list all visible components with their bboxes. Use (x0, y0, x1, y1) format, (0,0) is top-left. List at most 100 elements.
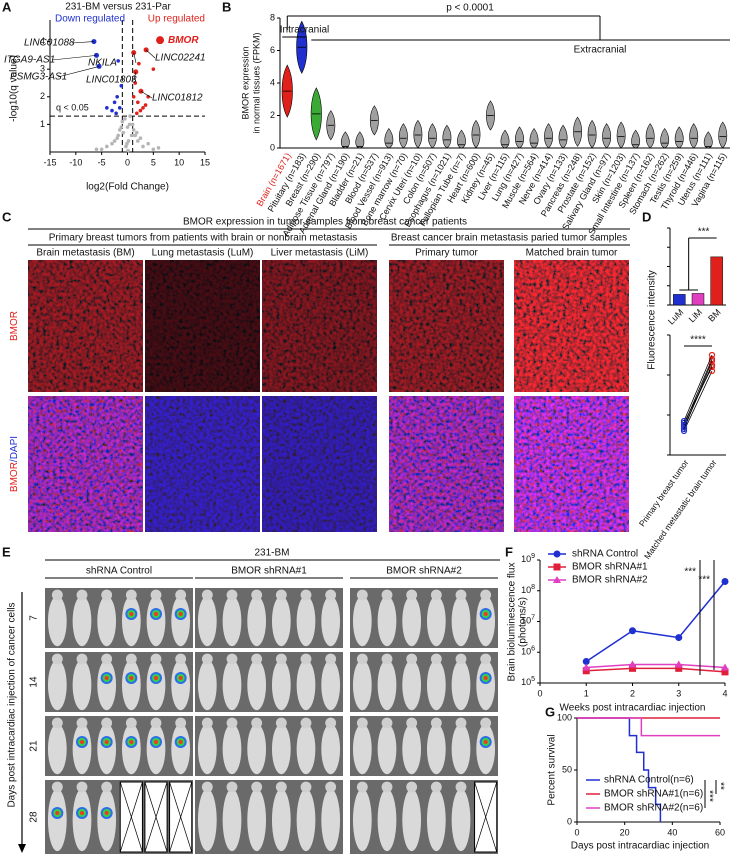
violin (616, 121, 626, 149)
mouse (476, 659, 496, 711)
mouse-head (406, 781, 418, 793)
point (138, 136, 143, 140)
mouse-head (325, 717, 337, 729)
pair-point (680, 425, 688, 433)
mouse-head (381, 589, 393, 601)
mouse-head (51, 653, 63, 665)
legend-marker (553, 563, 561, 571)
tick-exponent: 5 (531, 676, 535, 683)
y-tick-label: 1 (40, 119, 45, 129)
signal-core (80, 740, 84, 744)
mouse-head (325, 653, 337, 665)
y-tick-label: 108 (521, 584, 535, 596)
mouse (321, 595, 341, 647)
mouse (97, 659, 117, 711)
significance: **** (690, 335, 706, 346)
point (151, 67, 156, 71)
mouse (247, 595, 267, 647)
point (135, 130, 139, 135)
point (127, 122, 132, 127)
mouse (121, 723, 141, 775)
mouse-head (251, 653, 263, 665)
mouse (451, 659, 471, 711)
mouse (146, 723, 166, 775)
mouse (271, 659, 291, 711)
arrow-head (18, 844, 26, 853)
point (117, 106, 122, 110)
pair-point (680, 417, 688, 425)
signal-core (104, 740, 109, 744)
point (110, 141, 114, 146)
pair-point (708, 351, 716, 359)
p-value: p < 0.0001 (446, 3, 494, 14)
row-label: BMOR (9, 311, 20, 341)
x-tick-label: 10 (174, 157, 184, 167)
row-label-part: /DAPI (9, 436, 20, 462)
mouse (146, 659, 166, 711)
mouse-head (101, 717, 113, 729)
signal-core (483, 676, 488, 680)
panel-letter: G (545, 704, 555, 719)
mouse (97, 595, 117, 647)
legend-label: BMOR shRNA#2(n=6) (604, 803, 703, 814)
y-tick-label: 0 (567, 816, 572, 826)
y-axis-label: Percent survival (547, 734, 558, 805)
point (136, 139, 140, 143)
mouse (171, 659, 191, 711)
point (94, 147, 99, 152)
micrograph (389, 396, 504, 532)
point (582, 667, 590, 675)
x-axis-label: Weeks post intracardiac injection (560, 703, 706, 714)
violin (515, 126, 524, 149)
point (116, 59, 120, 63)
micrograph (145, 396, 260, 532)
point (105, 144, 109, 149)
y-tick-label: 2 (40, 91, 45, 101)
panel-title: BMOR expression in tumor samples from br… (183, 217, 467, 228)
group-label: Primary breast tumors from patients with… (49, 233, 357, 244)
y-axis-label: (photons/s) (518, 597, 529, 647)
mouse-head (275, 589, 287, 601)
legend-label: shRNA Control (572, 549, 638, 560)
mouse-head (175, 589, 187, 601)
x-tick-label: Primary breast tumor (637, 458, 691, 529)
point (582, 663, 591, 671)
column-label: Primary tumor (415, 248, 478, 259)
mouse (271, 788, 291, 852)
signal-core (178, 740, 183, 744)
x-axis-label: log2(Fold Change) (86, 182, 169, 193)
violin (413, 119, 423, 149)
violin (500, 129, 510, 149)
survival-curve (577, 717, 662, 822)
micrograph (514, 260, 629, 392)
mouse-head (275, 717, 287, 729)
pair-line (683, 360, 713, 430)
mouse-head (101, 653, 113, 665)
mouse (377, 788, 397, 852)
x-tick-label: 20 (620, 827, 630, 837)
mouse (47, 788, 67, 852)
pair-line (683, 354, 713, 422)
mouse (247, 723, 267, 775)
gene-label: LINC02241 (155, 53, 206, 64)
significance: *** (698, 575, 710, 586)
signal-core (55, 811, 60, 815)
y-tick-label: 106 (521, 645, 535, 657)
row-label: BMOR/DAPI (9, 436, 20, 492)
point (112, 100, 117, 105)
y-tick-label: 8 (270, 12, 275, 22)
point (105, 106, 109, 110)
point (133, 81, 138, 85)
mouse-head (51, 717, 63, 729)
bar (710, 256, 723, 306)
violin (558, 124, 568, 149)
micrograph (514, 396, 629, 532)
mouse (451, 788, 471, 852)
mouse (197, 723, 217, 775)
point (99, 147, 104, 152)
mouse-head (201, 781, 213, 793)
day-label: 7 (29, 615, 40, 621)
y-tick-label: 2 (270, 110, 275, 120)
mouse (352, 659, 372, 711)
mouse (47, 723, 67, 775)
